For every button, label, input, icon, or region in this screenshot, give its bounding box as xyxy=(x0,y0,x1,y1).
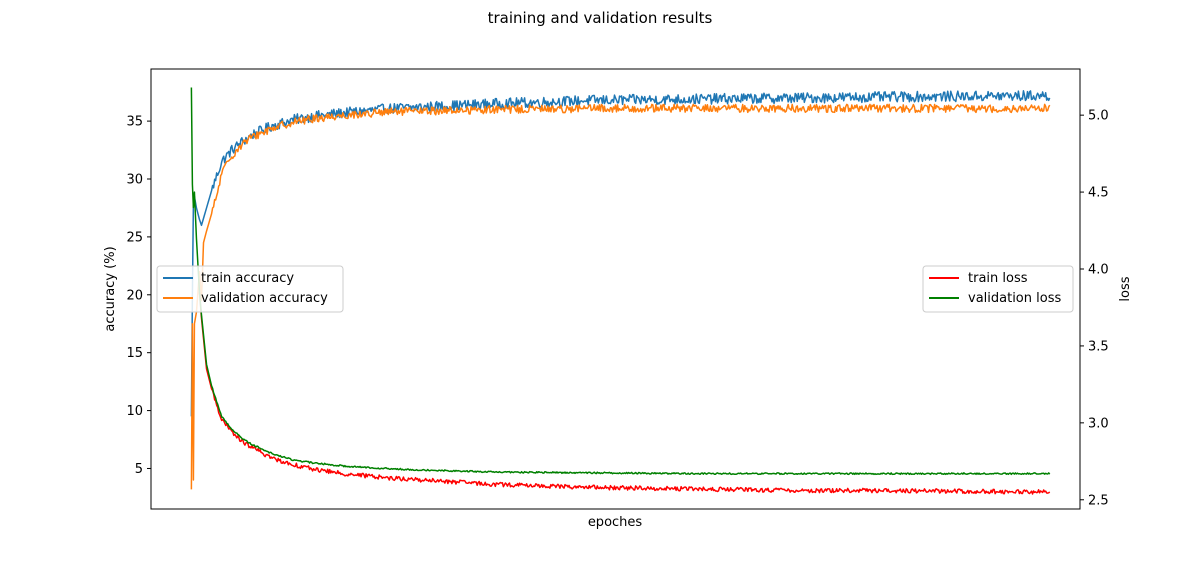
right-tick-label: 4.5 xyxy=(1088,186,1109,201)
series-validation-loss xyxy=(190,87,1051,476)
left-tick-label: 30 xyxy=(126,173,143,188)
series-layer xyxy=(190,87,1051,495)
legend-left: train accuracy validation accuracy xyxy=(156,265,344,313)
legend-label-validation-loss: validation loss xyxy=(968,291,1061,306)
left-tick-label: 20 xyxy=(126,288,143,303)
y-axis-label-right: loss xyxy=(1118,276,1133,301)
legend-right-box xyxy=(922,265,1074,313)
legend-label-validation-accuracy: validation accuracy xyxy=(201,291,328,306)
legend-right: train loss validation loss xyxy=(922,265,1074,313)
left-tick-label: 35 xyxy=(126,115,143,130)
left-tick-label: 5 xyxy=(135,462,143,477)
right-axis: 2.5 3.0 3.5 4.0 4.5 5.0 xyxy=(1080,109,1109,508)
left-tick-label: 10 xyxy=(126,404,143,419)
legend-label-train-accuracy: train accuracy xyxy=(201,271,294,286)
series-train-accuracy xyxy=(190,90,1051,417)
left-axis: 5 10 15 20 25 30 35 xyxy=(126,115,151,477)
right-tick-label: 5.0 xyxy=(1088,109,1109,124)
legend-label-train-loss: train loss xyxy=(968,271,1028,286)
plot-frame xyxy=(150,68,1081,510)
right-tick-label: 3.0 xyxy=(1088,416,1109,431)
right-tick-label: 4.0 xyxy=(1088,263,1109,278)
left-tick-label: 25 xyxy=(126,230,143,245)
legend-left-box xyxy=(156,265,344,313)
right-tick-label: 2.5 xyxy=(1088,493,1109,508)
series-validation-accuracy xyxy=(190,103,1051,490)
series-train-loss xyxy=(198,292,1051,495)
y-axis-label-left: accuracy (%) xyxy=(103,246,118,331)
x-axis-label: epoches xyxy=(588,515,643,530)
right-tick-label: 3.5 xyxy=(1088,339,1109,354)
left-tick-label: 15 xyxy=(126,346,143,361)
chart-title: training and validation results xyxy=(488,9,713,27)
